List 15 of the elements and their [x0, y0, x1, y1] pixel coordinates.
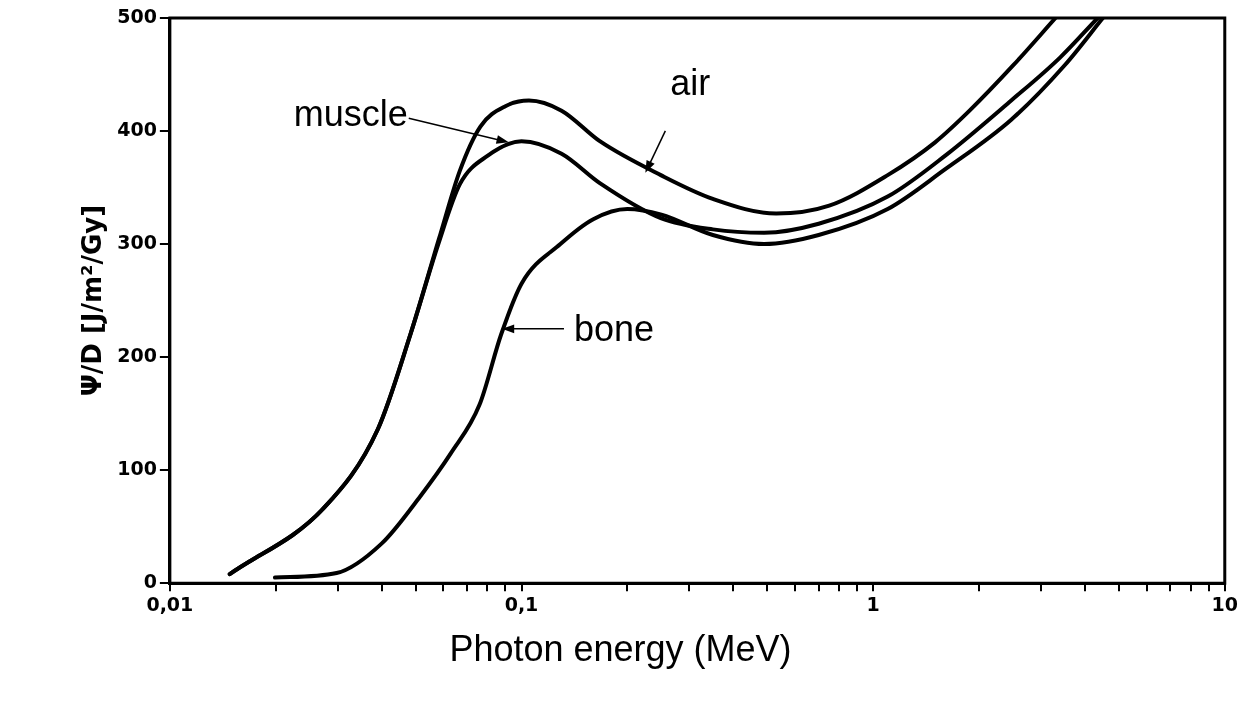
y-tick-label: 500	[117, 4, 157, 27]
annotation: bone	[573, 307, 655, 349]
x-axis-title: Photon energy (MeV)	[448, 628, 793, 670]
x-tick-label: 0,1	[504, 592, 539, 615]
x-tick-label: 1	[866, 592, 880, 615]
x-tick-label: 10	[1211, 592, 1239, 615]
y-tick-label: 400	[117, 117, 157, 140]
y-tick-label: 0	[143, 570, 157, 593]
y-axis-title: Ψ/D [J/m²/Gy]	[77, 204, 108, 397]
y-tick-label: 200	[117, 344, 157, 367]
y-tick-label: 100	[117, 457, 157, 480]
x-tick-label: 0,01	[146, 592, 194, 615]
annotation: air	[670, 61, 711, 103]
annotation: muscle	[293, 93, 408, 135]
y-tick-label: 300	[117, 231, 157, 254]
